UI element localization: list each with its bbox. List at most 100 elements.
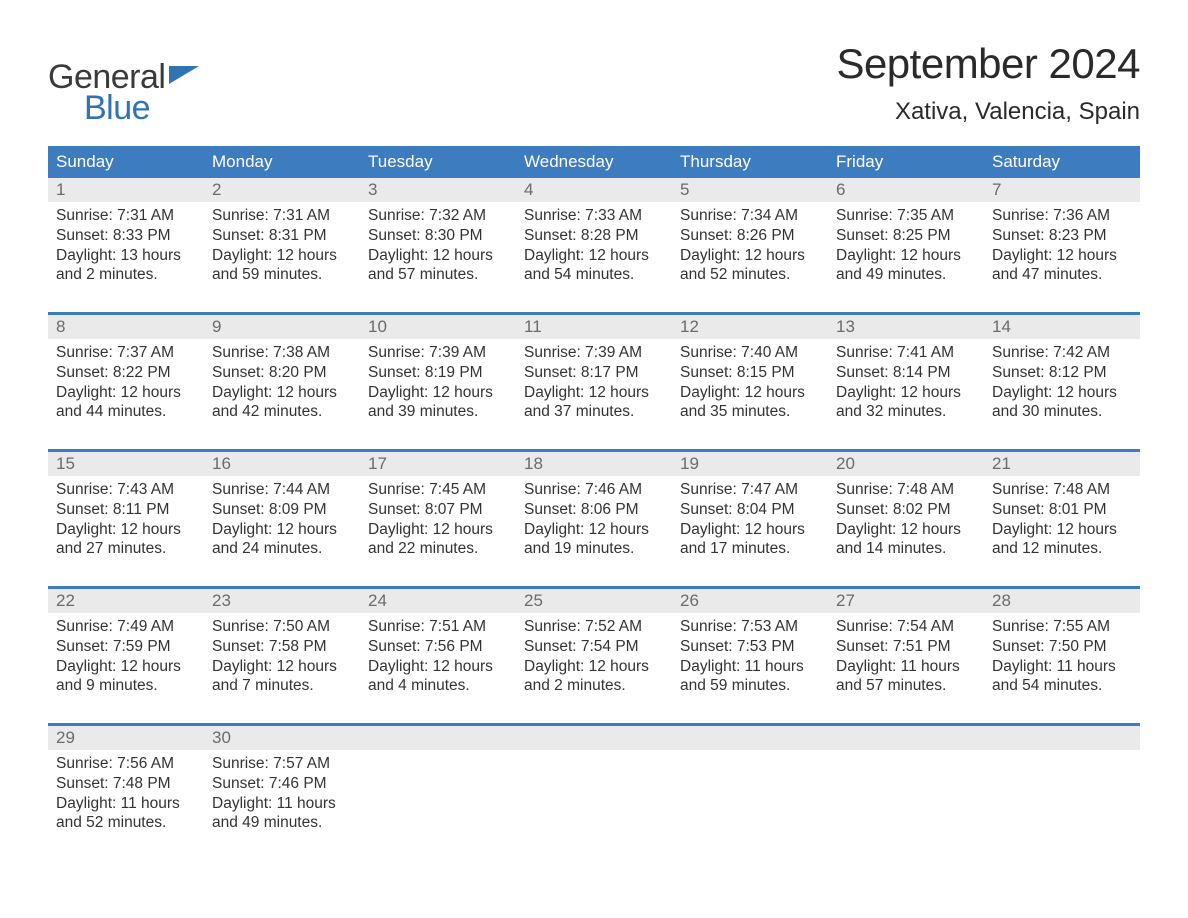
daylight-text-1: Daylight: 11 hours [56, 794, 196, 814]
sunrise-text: Sunrise: 7:50 AM [212, 617, 352, 637]
sunrise-text: Sunrise: 7:39 AM [524, 343, 664, 363]
sunset-text: Sunset: 8:06 PM [524, 500, 664, 520]
sunset-text: Sunset: 7:59 PM [56, 637, 196, 657]
sunset-text: Sunset: 7:51 PM [836, 637, 976, 657]
daylight-text-1: Daylight: 12 hours [56, 520, 196, 540]
date-number [984, 726, 1140, 750]
date-number: 28 [984, 589, 1140, 613]
daylight-text-1: Daylight: 12 hours [524, 657, 664, 677]
day-cell [984, 750, 1140, 842]
sunrise-text: Sunrise: 7:34 AM [680, 206, 820, 226]
daylight-text-2: and 49 minutes. [836, 265, 976, 285]
sunrise-text: Sunrise: 7:31 AM [212, 206, 352, 226]
daylight-text-2: and 49 minutes. [212, 813, 352, 833]
daylight-text-1: Daylight: 13 hours [56, 246, 196, 266]
logo-word2: Blue [84, 89, 199, 128]
sunrise-text: Sunrise: 7:35 AM [836, 206, 976, 226]
daylight-text-1: Daylight: 12 hours [212, 383, 352, 403]
daylight-text-2: and 32 minutes. [836, 402, 976, 422]
day-cell: Sunrise: 7:55 AMSunset: 7:50 PMDaylight:… [984, 613, 1140, 705]
daylight-text-1: Daylight: 12 hours [524, 520, 664, 540]
day-cell: Sunrise: 7:31 AMSunset: 8:31 PMDaylight:… [204, 202, 360, 294]
sunrise-text: Sunrise: 7:40 AM [680, 343, 820, 363]
day-header: Wednesday [516, 146, 672, 178]
day-cell: Sunrise: 7:53 AMSunset: 7:53 PMDaylight:… [672, 613, 828, 705]
day-cell: Sunrise: 7:31 AMSunset: 8:33 PMDaylight:… [48, 202, 204, 294]
date-number: 26 [672, 589, 828, 613]
sunset-text: Sunset: 8:11 PM [56, 500, 196, 520]
sunrise-text: Sunrise: 7:37 AM [56, 343, 196, 363]
date-number [828, 726, 984, 750]
day-cell: Sunrise: 7:46 AMSunset: 8:06 PMDaylight:… [516, 476, 672, 568]
sunrise-text: Sunrise: 7:47 AM [680, 480, 820, 500]
daylight-text-1: Daylight: 12 hours [836, 520, 976, 540]
daylight-text-1: Daylight: 12 hours [836, 246, 976, 266]
sunrise-text: Sunrise: 7:55 AM [992, 617, 1132, 637]
date-number [360, 726, 516, 750]
sunset-text: Sunset: 7:46 PM [212, 774, 352, 794]
daylight-text-2: and 52 minutes. [680, 265, 820, 285]
daylight-text-1: Daylight: 12 hours [680, 246, 820, 266]
date-number: 11 [516, 315, 672, 339]
daylight-text-2: and 22 minutes. [368, 539, 508, 559]
date-number: 2 [204, 178, 360, 202]
daylight-text-1: Daylight: 12 hours [212, 657, 352, 677]
date-number: 6 [828, 178, 984, 202]
daylight-text-2: and 2 minutes. [56, 265, 196, 285]
sunrise-text: Sunrise: 7:38 AM [212, 343, 352, 363]
sunrise-text: Sunrise: 7:45 AM [368, 480, 508, 500]
logo: General Blue [48, 40, 199, 128]
date-number: 15 [48, 452, 204, 476]
day-cell: Sunrise: 7:40 AMSunset: 8:15 PMDaylight:… [672, 339, 828, 431]
sunset-text: Sunset: 7:58 PM [212, 637, 352, 657]
daylight-text-1: Daylight: 12 hours [680, 383, 820, 403]
date-number: 18 [516, 452, 672, 476]
daylight-text-2: and 2 minutes. [524, 676, 664, 696]
sunset-text: Sunset: 7:54 PM [524, 637, 664, 657]
day-cell: Sunrise: 7:32 AMSunset: 8:30 PMDaylight:… [360, 202, 516, 294]
daylight-text-1: Daylight: 12 hours [524, 383, 664, 403]
daylight-text-2: and 54 minutes. [524, 265, 664, 285]
daylight-text-1: Daylight: 12 hours [212, 246, 352, 266]
daylight-text-2: and 52 minutes. [56, 813, 196, 833]
sunset-text: Sunset: 7:53 PM [680, 637, 820, 657]
daylight-text-2: and 19 minutes. [524, 539, 664, 559]
day-cell: Sunrise: 7:57 AMSunset: 7:46 PMDaylight:… [204, 750, 360, 842]
day-cell: Sunrise: 7:43 AMSunset: 8:11 PMDaylight:… [48, 476, 204, 568]
date-number: 4 [516, 178, 672, 202]
calendar-grid: SundayMondayTuesdayWednesdayThursdayFrid… [48, 146, 1140, 842]
date-number [516, 726, 672, 750]
daylight-text-2: and 4 minutes. [368, 676, 508, 696]
sunrise-text: Sunrise: 7:48 AM [992, 480, 1132, 500]
daylight-text-1: Daylight: 12 hours [524, 246, 664, 266]
daylight-text-1: Daylight: 12 hours [212, 520, 352, 540]
sunset-text: Sunset: 8:09 PM [212, 500, 352, 520]
date-number: 10 [360, 315, 516, 339]
sunrise-text: Sunrise: 7:52 AM [524, 617, 664, 637]
day-cell: Sunrise: 7:48 AMSunset: 8:01 PMDaylight:… [984, 476, 1140, 568]
daylight-text-1: Daylight: 11 hours [212, 794, 352, 814]
sunset-text: Sunset: 8:15 PM [680, 363, 820, 383]
sunset-text: Sunset: 8:02 PM [836, 500, 976, 520]
sunrise-text: Sunrise: 7:48 AM [836, 480, 976, 500]
date-number: 17 [360, 452, 516, 476]
sunrise-text: Sunrise: 7:43 AM [56, 480, 196, 500]
day-cell: Sunrise: 7:54 AMSunset: 7:51 PMDaylight:… [828, 613, 984, 705]
sunrise-text: Sunrise: 7:32 AM [368, 206, 508, 226]
date-number: 30 [204, 726, 360, 750]
date-number: 29 [48, 726, 204, 750]
daylight-text-2: and 35 minutes. [680, 402, 820, 422]
daylight-text-2: and 57 minutes. [368, 265, 508, 285]
day-cell: Sunrise: 7:51 AMSunset: 7:56 PMDaylight:… [360, 613, 516, 705]
day-header: Monday [204, 146, 360, 178]
date-number: 7 [984, 178, 1140, 202]
daylight-text-2: and 57 minutes. [836, 676, 976, 696]
daylight-text-2: and 14 minutes. [836, 539, 976, 559]
sunset-text: Sunset: 8:22 PM [56, 363, 196, 383]
sunrise-text: Sunrise: 7:31 AM [56, 206, 196, 226]
page-subtitle: Xativa, Valencia, Spain [836, 98, 1140, 126]
sunrise-text: Sunrise: 7:41 AM [836, 343, 976, 363]
sunset-text: Sunset: 8:12 PM [992, 363, 1132, 383]
sunrise-text: Sunrise: 7:49 AM [56, 617, 196, 637]
day-cell: Sunrise: 7:39 AMSunset: 8:17 PMDaylight:… [516, 339, 672, 431]
